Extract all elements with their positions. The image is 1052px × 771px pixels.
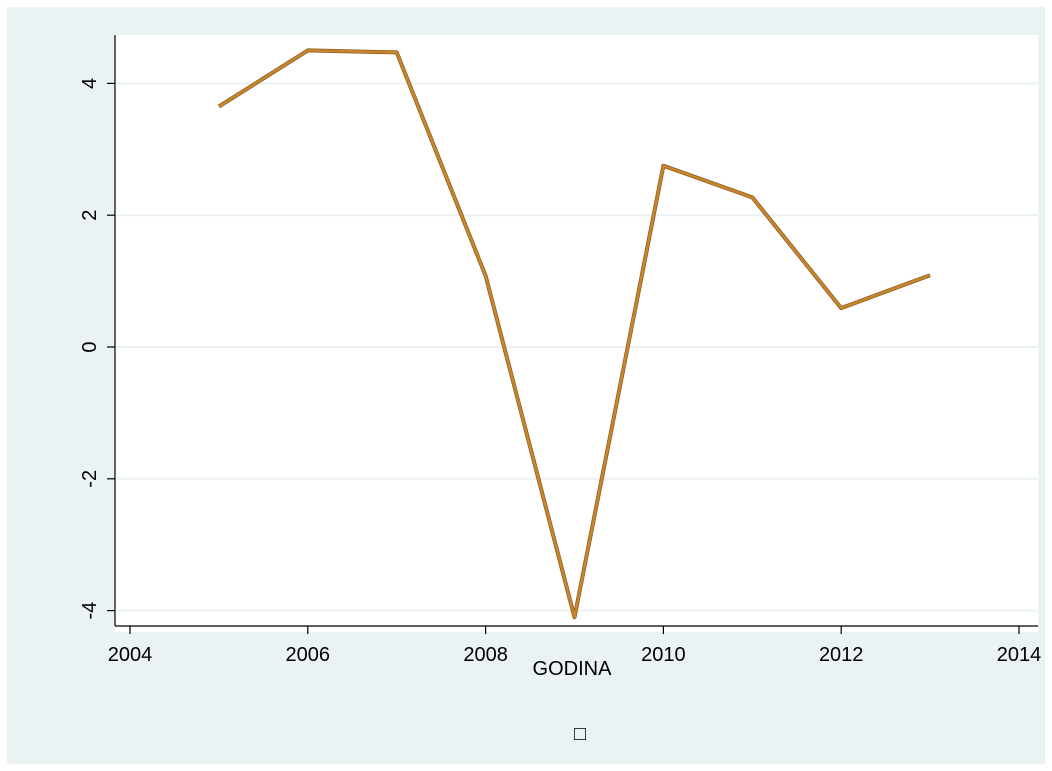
x-tick-label: 2010	[641, 644, 686, 666]
gridlines	[116, 82, 1038, 612]
x-tick-label: 2008	[463, 644, 508, 666]
y-tick-label: 4	[79, 78, 101, 89]
y-tick-label: 0	[79, 341, 101, 352]
series	[217, 48, 931, 620]
x-tick-label: 2014	[997, 644, 1042, 666]
x-axis-title: GODINA	[533, 658, 613, 680]
plot-area	[115, 35, 1038, 632]
y-tick-label: -4	[79, 602, 101, 620]
series-line	[218, 49, 931, 619]
chart-frame: -4 -2 0 2 4 2004 2006 2008 2010 2012 2014 GODINA □	[7, 7, 1045, 764]
y-tick-label: -2	[79, 470, 101, 488]
legend-marker: □	[574, 723, 586, 745]
axes	[114, 35, 1038, 627]
x-tick-label: 2006	[286, 644, 331, 666]
x-tick-label: 2012	[819, 644, 864, 666]
ticks: -4 -2 0 2 4 2004 2006 2008 2010 2012 2014	[79, 78, 1041, 666]
y-tick-label: 2	[79, 210, 101, 221]
x-tick-label: 2004	[108, 644, 153, 666]
line-chart: -4 -2 0 2 4 2004 2006 2008 2010 2012 2014 GODINA □	[7, 7, 1045, 764]
